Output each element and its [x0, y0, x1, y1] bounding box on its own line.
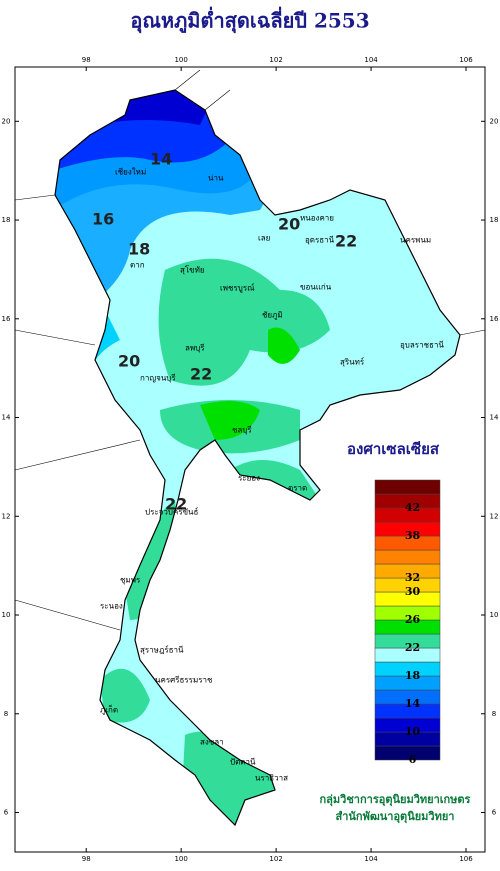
lat-tick-label: 6 [492, 809, 497, 817]
lat-tick-label: 20 [490, 117, 499, 125]
contour-label: 16 [92, 210, 114, 229]
province-label: สุรินทร์ [340, 357, 365, 367]
province-label: นครพนม [400, 236, 431, 245]
province-label: ขอนแก่น [300, 283, 332, 292]
lat-tick-label: 20 [2, 117, 11, 125]
lat-tick-label: 8 [492, 710, 496, 718]
contour-labels: 14 16 18 20 22 22 22 20 [92, 150, 357, 514]
province-label: สงขลา [200, 738, 224, 747]
lat-tick-label: 18 [490, 216, 499, 224]
credit-line: กลุ่มวิชาการอุตุนิยมวิทยาเกษตร [320, 793, 471, 807]
legend-label: 14 [405, 697, 421, 710]
lat-tick-label: 8 [4, 710, 8, 718]
province-label: ตาก [130, 261, 145, 270]
province-label: ระยอง [238, 474, 260, 483]
lat-tick-label: 12 [2, 512, 11, 520]
lon-tick-label: 100 [174, 56, 187, 64]
lon-tick-label: 98 [82, 56, 91, 64]
province-label: ระนอง [100, 602, 123, 611]
lat-tick-label: 16 [490, 315, 499, 323]
lon-tick-label: 100 [174, 855, 187, 863]
province-label: นราธิวาส [255, 774, 288, 783]
legend-label: 18 [405, 669, 421, 682]
legend-label: 26 [405, 613, 421, 626]
lon-tick-label: 102 [269, 56, 282, 64]
legend-label: 22 [405, 641, 420, 654]
legend-label: 38 [405, 529, 421, 542]
legend-swatch [374, 479, 441, 495]
lat-tick-label: 14 [490, 414, 499, 422]
lat-tick-label: 14 [2, 414, 11, 422]
lat-tick-label: 10 [490, 611, 499, 619]
province-label: สุราษฎร์ธานี [140, 645, 184, 655]
province-label: เลย [258, 234, 270, 243]
province-label: ภูเก็ต [100, 705, 118, 716]
legend-swatch [374, 549, 441, 565]
lat-tick-label: 12 [490, 512, 499, 520]
province-label: เพชรบูรณ์ [220, 283, 255, 294]
legend-title: องศาเซลเซียส [347, 440, 440, 458]
legend-label: 32 [405, 571, 420, 584]
province-label: ตราด [288, 484, 307, 493]
lon-tick-label: 98 [82, 855, 91, 863]
credit-line: สำนักพัฒนาอุตุนิยมวิทยา [336, 810, 455, 824]
province-label: หนองคาย [300, 214, 334, 223]
province-label: เชียงใหม่ [115, 168, 146, 177]
legend-label: 10 [405, 725, 421, 738]
legend-swatch [374, 745, 441, 761]
neighbor-borders [14, 69, 486, 631]
lat-tick-label: 6 [4, 809, 9, 817]
province-label: ประจวบคีรีขันธ์ [145, 507, 199, 517]
province-label: อุดรธานี [305, 236, 335, 245]
province-label: ชัยภูมิ [262, 311, 283, 321]
contour-label: 22 [335, 232, 357, 251]
province-labels: เชียงใหม่ น่าน ตาก สุโขทัย เลย หนองคาย อ… [100, 168, 444, 783]
lat-tick-label: 16 [2, 315, 11, 323]
contour-label: 20 [278, 215, 300, 234]
lon-tick-label: 104 [364, 855, 378, 863]
lon-tick-label: 102 [269, 855, 282, 863]
contour-label: 18 [128, 240, 150, 259]
province-label: สุโขทัย [180, 265, 205, 275]
legend-label: 30 [405, 585, 421, 598]
legend-label: 6 [409, 753, 417, 766]
lat-tick-label: 18 [2, 216, 11, 224]
country-outline [54, 89, 461, 827]
province-label: ชลบุรี [232, 426, 252, 435]
contour-label: 22 [165, 495, 187, 514]
legend-label: 42 [405, 501, 420, 514]
province-label: น่าน [208, 174, 224, 183]
title: อุณหภูมิต่ำสุดเฉลี่ยปี 2553 [130, 6, 369, 35]
contour-label: 22 [190, 365, 212, 384]
lon-tick-label: 104 [364, 56, 378, 64]
province-label: อุบลราชธานี [400, 341, 444, 350]
contour-label: 14 [150, 150, 172, 169]
lon-tick-label: 106 [459, 855, 473, 863]
lat-tick-label: 10 [2, 611, 11, 619]
province-label: ปัตตานี [230, 758, 256, 767]
province-label: ชุมพร [120, 576, 141, 585]
province-label: กาญจนบุรี [140, 374, 176, 383]
lon-tick-label: 106 [459, 56, 473, 64]
province-label: นครศรีธรรมราช [155, 676, 213, 685]
contour-label: 20 [118, 352, 140, 371]
province-label: ลพบุรี [185, 344, 205, 353]
